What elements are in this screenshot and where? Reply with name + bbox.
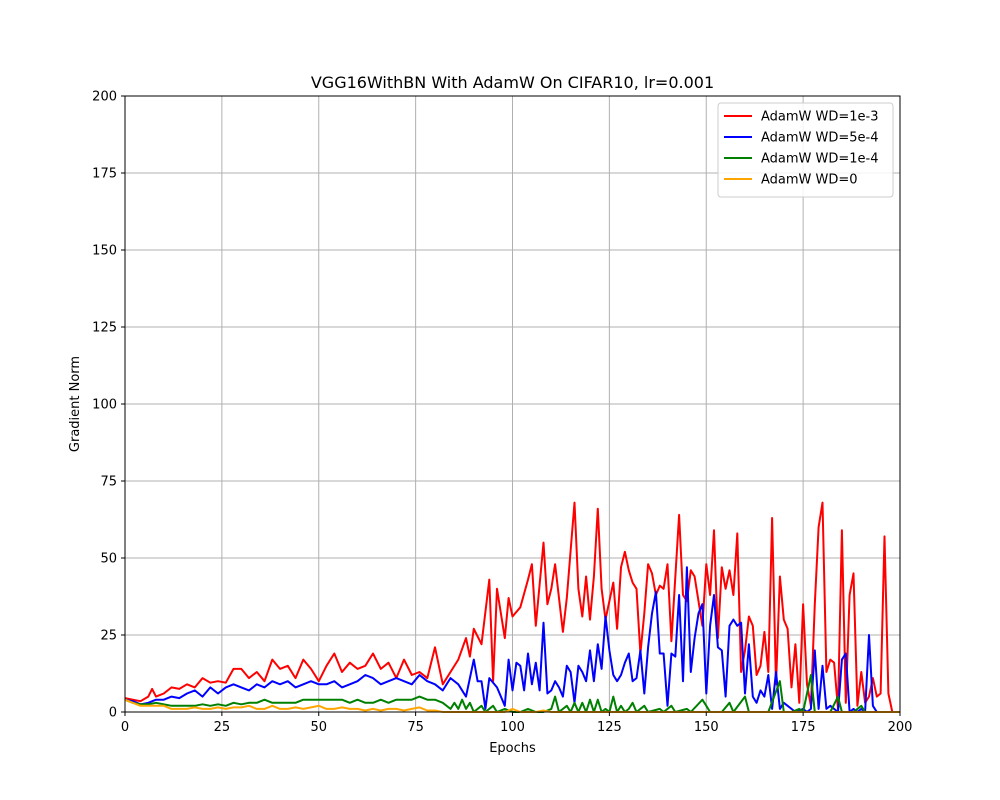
x-tick-label: 50 (310, 720, 327, 735)
y-axis-label: Gradient Norm (68, 356, 83, 452)
y-tick-label: 150 (92, 244, 117, 259)
series-line-1 (124, 501, 900, 713)
y-tick-label: 200 (92, 90, 117, 105)
y-tick-label: 175 (92, 167, 117, 182)
x-axis-label: Epochs (489, 741, 536, 756)
series-line-3 (124, 674, 900, 713)
x-tick-label: 200 (888, 720, 913, 735)
x-axis: 0 25 50 75 100 125 150 175 200 (121, 712, 913, 735)
legend-label: AdamW WD=1e-3 (761, 110, 879, 125)
legend-label: AdamW WD=1e-4 (761, 152, 879, 167)
y-axis: 0 25 50 75 100 125 150 175 200 (92, 90, 125, 721)
y-tick-label: 75 (100, 475, 117, 490)
legend: AdamW WD=1e-3 AdamW WD=5e-4 AdamW WD=1e-4 A… (717, 102, 894, 198)
y-tick-label: 125 (92, 321, 117, 336)
x-tick-label: 150 (694, 720, 719, 735)
x-tick-label: 75 (407, 720, 424, 735)
x-tick-label: 25 (214, 720, 231, 735)
x-tick-label: 0 (121, 720, 129, 735)
y-tick-label: 25 (100, 629, 117, 644)
legend-label: AdamW WD=0 (761, 173, 858, 188)
chart-title: VGG16WithBN With AdamW On CIFAR10, lr=0.… (311, 73, 714, 92)
legend-label: AdamW WD=5e-4 (761, 131, 879, 146)
y-tick-label: 50 (100, 552, 117, 567)
x-tick-label: 125 (597, 720, 622, 735)
x-tick-label: 100 (500, 720, 525, 735)
series-line-2 (124, 566, 900, 713)
y-tick-label: 100 (92, 398, 117, 413)
y-tick-label: 0 (109, 706, 117, 721)
x-tick-label: 175 (791, 720, 816, 735)
legend-box (717, 102, 894, 198)
